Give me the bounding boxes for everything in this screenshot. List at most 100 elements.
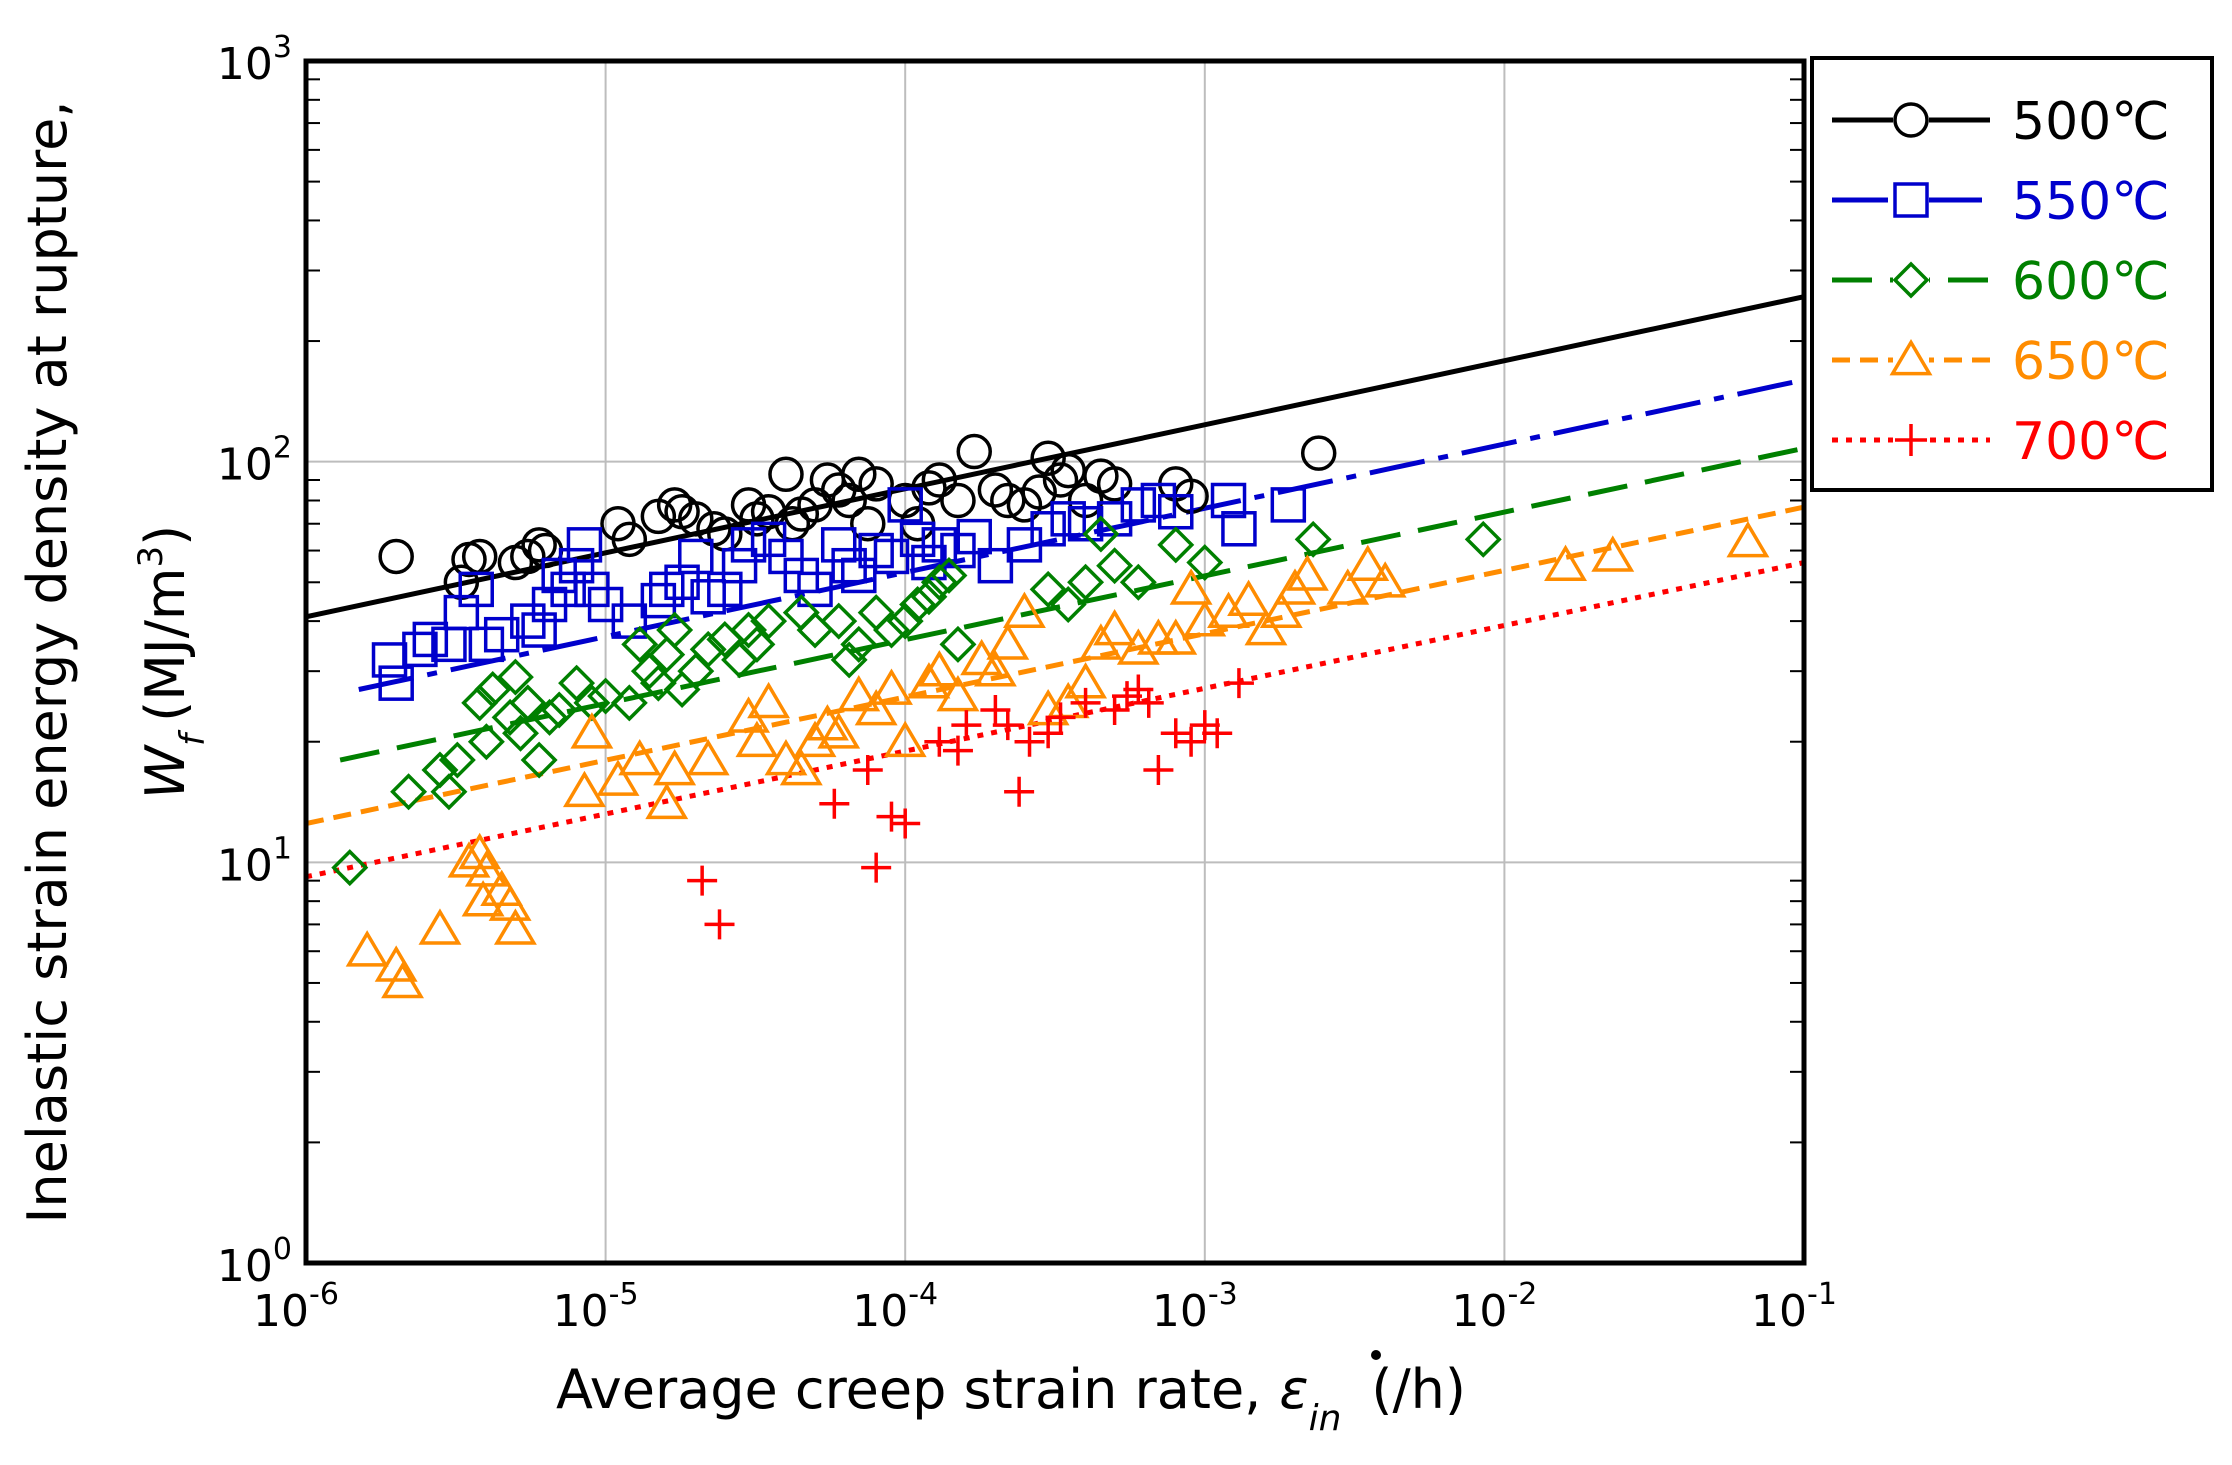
data-point (374, 945, 418, 982)
legend-label: 700℃ (2012, 412, 2170, 472)
fit-line (358, 377, 1804, 692)
data-point (779, 748, 823, 786)
data-point (562, 770, 606, 808)
fit-line (339, 445, 1804, 763)
data-point (1116, 628, 1160, 665)
data-point (735, 720, 779, 758)
data-point (430, 773, 468, 811)
data-point (854, 688, 898, 726)
data-point (1294, 520, 1332, 558)
legend-marker (1893, 102, 1929, 138)
data-point (939, 625, 977, 663)
data-point (653, 748, 697, 786)
data-point (861, 852, 892, 883)
data-point (640, 582, 677, 619)
data-point (390, 773, 428, 811)
y-axis-label-line2: Wf(MJ/m3) (131, 525, 213, 800)
data-point (461, 538, 498, 575)
data-point (510, 538, 546, 575)
data-point (1285, 554, 1329, 591)
data-point (1591, 535, 1635, 572)
data-point (1363, 561, 1407, 598)
data-point (618, 739, 662, 776)
y-axis-label: Inelastic strain energy density at ruptu… (16, 100, 213, 1223)
legend-entry: 500℃ (1832, 92, 2170, 152)
data-point (509, 684, 547, 722)
data-point (687, 865, 718, 896)
data-point (1030, 511, 1066, 547)
data-point (1002, 591, 1046, 628)
legend-marker-bg (1893, 102, 1929, 138)
data-point (1189, 710, 1220, 741)
data-point (1067, 505, 1104, 542)
y-tick-label: 100 (217, 1232, 292, 1292)
data-point (1544, 544, 1588, 582)
legend-marker (1893, 182, 1929, 218)
data-point (656, 611, 694, 649)
data-point (1154, 618, 1198, 655)
data-point (1046, 681, 1090, 719)
data-point (1464, 520, 1502, 558)
data-point (587, 677, 625, 715)
data-point (1300, 435, 1337, 471)
data-point (920, 563, 958, 601)
y-tick-label: 101 (217, 831, 292, 891)
data-point (899, 586, 937, 623)
legend-marker (1889, 338, 1933, 376)
data-point (378, 538, 414, 575)
legend-label: 500℃ (2012, 92, 2170, 152)
data-point (1029, 570, 1067, 608)
data-point (467, 723, 505, 761)
legend-marker (1892, 261, 1930, 299)
legend-box (1810, 56, 2214, 492)
data-point (402, 631, 438, 668)
data-point (1169, 568, 1213, 605)
data-point (977, 472, 1014, 508)
data-point (540, 691, 578, 729)
data-point (1221, 511, 1257, 547)
data-point (921, 527, 958, 563)
y-tick-label: 102 (217, 431, 292, 491)
legend-label: 600℃ (2012, 252, 2170, 312)
data-point (331, 849, 369, 887)
data-point (496, 658, 534, 696)
data-point (992, 710, 1023, 741)
data-point (831, 482, 867, 519)
data-point (550, 571, 586, 608)
data-point (689, 630, 727, 668)
data-point (820, 602, 858, 640)
legend-entry: 650℃ (1832, 332, 2170, 392)
data-point (768, 456, 804, 493)
x-axis-label: Average creep strain rate, εin (/h) (556, 1358, 1466, 1439)
data-point (1207, 591, 1250, 628)
xlabel-symbol-dot (1371, 1350, 1381, 1360)
legend: 500℃ 550℃ 600℃ 650℃ 700℃ (1810, 56, 2214, 492)
data-point (502, 714, 539, 752)
data-point (936, 675, 980, 712)
data-point (1227, 579, 1271, 616)
data-point (887, 487, 923, 523)
data-point (883, 720, 927, 758)
data-point (521, 612, 557, 648)
x-tick-label: 10-5 (553, 1277, 639, 1337)
data-point (1119, 563, 1157, 601)
data-point (648, 636, 686, 674)
data-point (980, 694, 1011, 725)
data-point (438, 741, 476, 779)
data-point (873, 611, 910, 649)
y-tick-label: 103 (217, 30, 292, 90)
data-point (942, 735, 973, 766)
data-point (917, 650, 961, 687)
data-point (521, 527, 557, 563)
data-point (1244, 608, 1288, 646)
data-point (686, 739, 730, 776)
data-point (921, 462, 958, 498)
data-point (678, 538, 714, 575)
legend-entry: 700℃ (1832, 412, 2170, 472)
x-tick-labels: 10-6 10-5 10-4 10-3 10-2 10-1 (253, 1277, 1837, 1337)
data-point (956, 433, 992, 470)
data-point (1033, 718, 1064, 749)
data-point (1096, 547, 1134, 585)
data-point (610, 684, 648, 722)
